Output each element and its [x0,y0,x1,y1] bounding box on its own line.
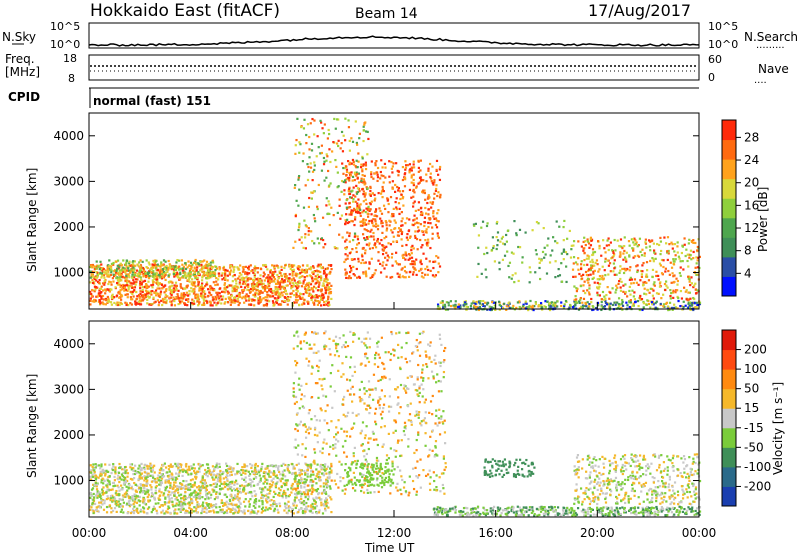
y-tick-label: 4000 [53,129,84,143]
nsky-panel: N.Sky 10^5 10^0 10^5 10^0 N.Search .....… [2,20,798,51]
x-tick-label: 00:00 [682,526,717,540]
power-colorbar-label: Power [dB] [756,187,770,252]
nsky-label: N.Sky [2,30,36,44]
x-tick-label: 08:00 [275,526,310,540]
freq-tick-high: 18 [63,52,77,65]
y-tick-label: 2000 [53,220,84,234]
colorbar-segment [722,257,736,277]
power-y-ticks: 1000 2000 3000 4000 [53,129,699,280]
colorbar-tick-label: 24 [744,153,759,167]
colorbar-segment [722,447,736,467]
nsky-tick-high: 10^5 [50,20,80,33]
x-tick-label: 12:00 [377,526,412,540]
nsky-trace [89,36,699,46]
colorbar-tick-label: -200 [744,479,771,493]
colorbar-segment [722,276,736,296]
y-tick-label: 3000 [53,382,84,396]
colorbar-tick-label: 15 [744,401,759,415]
colorbar-tick-label: 28 [744,130,759,144]
y-tick-label: 3000 [53,174,84,188]
x-tick-label: 04:00 [173,526,208,540]
colorbar-segment [722,198,736,218]
colorbar-tick-label: -50 [744,440,764,454]
freq-frame [89,55,699,80]
colorbar-segment [722,120,736,140]
colorbar-segment [722,179,736,199]
nave-legend: .... [754,75,767,86]
colorbar-segment [722,140,736,160]
power-data [89,118,701,312]
nave-label: Nave [758,62,789,76]
colorbar-segment [722,408,736,428]
colorbar-segment [722,369,736,389]
power-ylabel: Slant Range [km] [25,168,39,272]
nsky-right-tick-low: 10^0 [708,38,738,51]
date-label: 17/Aug/2017 [588,1,691,20]
freq-panel: Freq. [MHz] 18 8 60 0 Nave .... [5,52,789,86]
velocity-panel: 1000 2000 3000 4000 Slant Range [km] 200 100… [25,321,785,517]
cpid-mode: normal (fast) 151 [93,94,211,108]
x-tick-label: 00:00 [72,526,107,540]
cpid-panel: CPID normal (fast) 151 [8,88,699,108]
nsky-tick-low: 10^0 [50,38,80,51]
beam-label: Beam 14 [355,6,418,22]
colorbar-segment [722,237,736,257]
velocity-colorbar: 200 100 50 15 -15 -50 -100 -200 [722,330,771,507]
freq-tick-low: 8 [68,72,75,85]
nave-tick-low: 0 [708,71,715,84]
x-axis-label: Time UT [364,541,415,554]
x-tick-label: 16:00 [478,526,513,540]
y-tick-label: 2000 [53,428,84,442]
colorbar-tick-label: -15 [744,421,764,435]
x-tick-label: 20:00 [580,526,615,540]
colorbar-segment [722,159,736,179]
y-tick-label: 1000 [53,474,84,488]
colorbar-segment [722,389,736,409]
nsearch-legend: ......... [756,40,785,51]
colorbar-segment [722,218,736,238]
cpid-label: CPID [8,90,40,104]
freq-label-line2: [MHz] [5,65,40,79]
colorbar-tick-label: 4 [744,266,752,280]
colorbar-segment [722,330,736,350]
y-tick-label: 4000 [53,337,84,351]
freq-label-line1: Freq. [5,52,35,66]
y-tick-label: 1000 [53,266,84,280]
nsky-right-tick-high: 10^5 [708,20,738,33]
velocity-ylabel: Slant Range [km] [25,374,39,478]
colorbar-tick-label: 100 [744,362,767,376]
colorbar-segment [722,350,736,370]
colorbar-tick-label: 50 [744,382,759,396]
nave-tick-high: 60 [708,53,722,66]
colorbar-tick-label: 8 [744,244,752,258]
nsky-frame [89,23,699,48]
radar-title: Hokkaido East (fitACF) [90,1,280,21]
colorbar-tick-label: 200 [744,343,767,357]
colorbar-segment [722,428,736,448]
colorbar-tick-label: -100 [744,460,771,474]
velocity-data [89,330,701,516]
velocity-colorbar-label: Velocity [m s⁻¹] [771,382,785,475]
colorbar-segment [722,467,736,487]
colorbar-segment [722,486,736,506]
